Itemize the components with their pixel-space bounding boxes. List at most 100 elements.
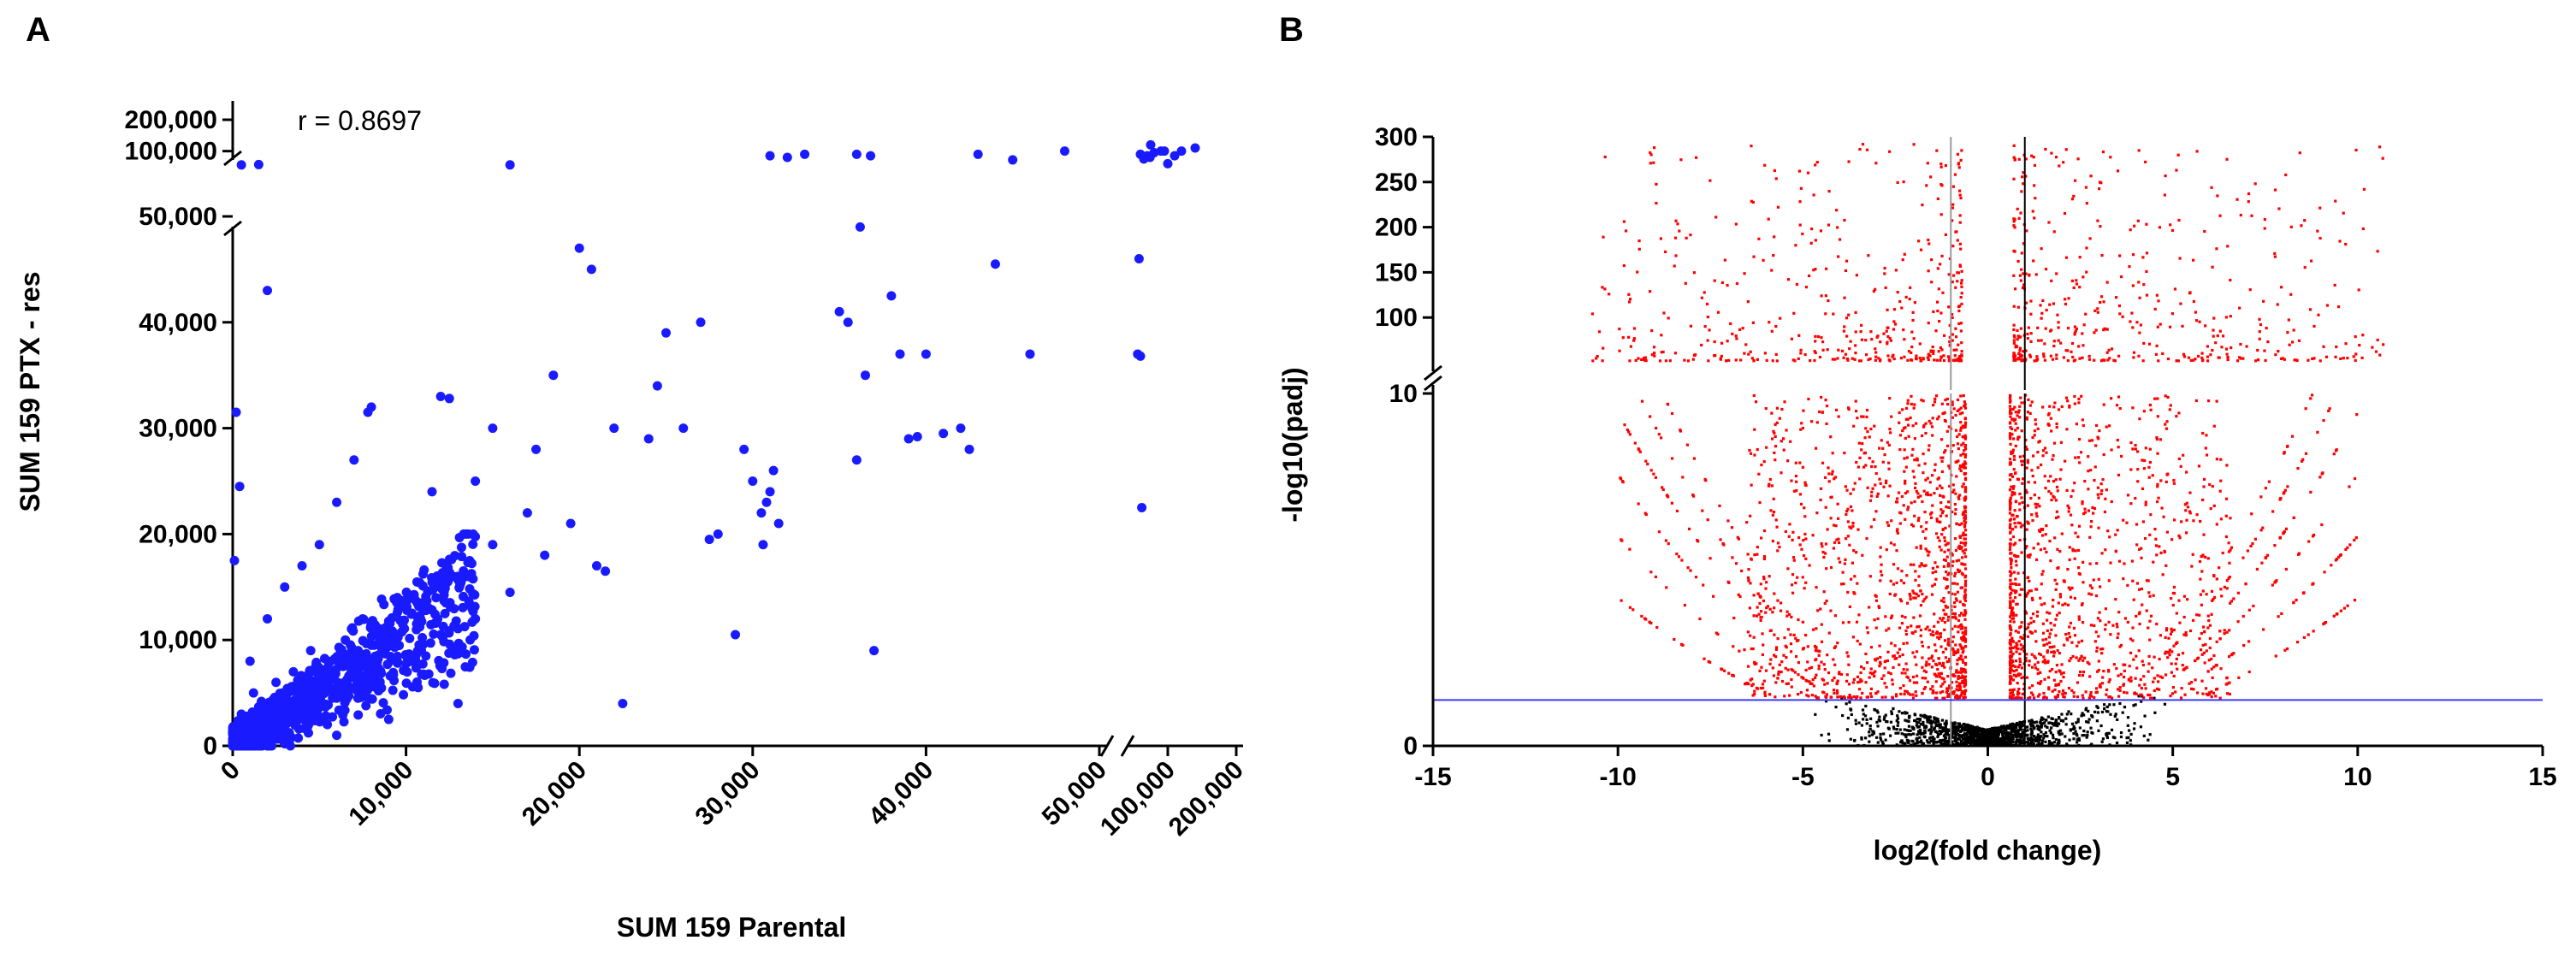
panel-b-data-point [2159, 479, 2163, 482]
panel-b-data-point [2007, 736, 2010, 739]
panel-b-data-point [1962, 646, 1965, 650]
panel-b-data-point [1971, 727, 1975, 730]
panel-b-data-point [1825, 422, 1828, 426]
panel-b-data-point [2168, 408, 2171, 411]
panel-b-data-point [2212, 665, 2216, 669]
panel-b-data-point [2336, 557, 2339, 561]
panel-b-data-point [1945, 397, 1949, 401]
panel-b-data-point [2353, 538, 2356, 542]
panel-b-data-point [1999, 727, 2003, 730]
panel-b-data-point [1918, 614, 1922, 618]
panel-b-data-point [1780, 440, 1783, 443]
panel-b-data-point [1962, 734, 1966, 737]
panel-b-data-point [2014, 559, 2018, 563]
panel-b-data-point [2129, 502, 2133, 506]
panel-b-data-point [2133, 722, 2136, 725]
panel-b-data-point [2109, 633, 2112, 636]
panel-b-data-point [2006, 737, 2010, 741]
panel-a-data-point [341, 692, 352, 702]
panel-b-data-point [1928, 716, 1932, 719]
panel-b-data-point [1920, 562, 1923, 565]
panel-b-data-point [2135, 523, 2139, 526]
panel-b-data-point [1895, 500, 1899, 504]
panel-b-data-point [1814, 713, 1817, 716]
panel-b-data-point [1922, 742, 1925, 746]
panel-b-data-point [2170, 692, 2175, 695]
panel-b-data-point [1862, 415, 1865, 418]
panel-b-data-point [1868, 606, 1871, 609]
panel-b-data-point [1943, 411, 1946, 415]
panel-b-data-point [1958, 494, 1962, 497]
panel-b-data-point [1913, 437, 1917, 441]
panel-b-data-point [1829, 435, 1833, 439]
panel-b-data-point [2042, 733, 2046, 736]
panel-b-data-point [2090, 519, 2093, 523]
panel-b-data-point [1860, 679, 1863, 683]
panel-b-data-point [2010, 690, 2015, 694]
panel-b-data-point [1831, 678, 1834, 683]
panel-b-data-point [2090, 593, 2093, 596]
panel-b-data-point [2036, 737, 2040, 741]
panel-b-data-point [2094, 687, 2099, 690]
panel-b-data-point [1993, 739, 1998, 742]
panel-b-data-point [2143, 714, 2147, 718]
panel-b-data-point [2051, 605, 2055, 608]
panel-b-data-point [2015, 589, 2018, 593]
panel-b-data-point [1869, 695, 1874, 699]
panel-b-data-point [1963, 460, 1967, 464]
panel-b-data-point [2097, 659, 2100, 663]
panel-b-data-point [2125, 691, 2129, 695]
panel-b-data-point [2081, 500, 2084, 504]
panel-b-data-point [2014, 471, 2017, 475]
panel-b-data-point [1904, 417, 1908, 421]
panel-b-data-point [1963, 645, 1968, 648]
panel-b-data-point [1869, 427, 1873, 431]
panel-b-data-point [2008, 570, 2012, 573]
panel-b-data-point [1988, 740, 1992, 743]
panel-b-data-point [2008, 548, 2012, 552]
panel-b-data-point [1962, 649, 1965, 653]
panel-b-data-point [1939, 739, 1942, 742]
panel-b-data-point [2009, 523, 2012, 526]
panel-b-data-point [2174, 662, 2177, 665]
panel-a-data-point [332, 730, 342, 741]
panel-b-data-point [1844, 485, 1847, 488]
panel-b-data-point [1772, 674, 1776, 677]
panel-b-data-point [2022, 459, 2026, 463]
panel-b-data-point [2033, 434, 2036, 437]
panel-b-data-point [2036, 668, 2040, 671]
panel-b-data-point [1772, 429, 1775, 433]
panel-b-data-point [2148, 693, 2152, 697]
panel-a-data-point [964, 444, 974, 454]
panel-b-data-point [1930, 593, 1934, 596]
panel-b-data-point [2017, 582, 2021, 587]
panel-b-data-point [2010, 613, 2013, 617]
panel-b-ylabel: -log10(padj) [1277, 367, 1308, 522]
panel-b-data-point [2008, 405, 2012, 408]
panel-b-data-point [1901, 408, 1904, 411]
panel-b-data-point [2012, 468, 2016, 471]
panel-b-data-point [2020, 666, 2023, 670]
panel-b-data-point [1904, 436, 1907, 441]
panel-b-data-point [2010, 636, 2014, 640]
panel-b-data-point [2032, 724, 2035, 728]
panel-b-data-point [1963, 466, 1967, 470]
panel-b-data-point [2076, 681, 2080, 684]
panel-b-data-point [2018, 538, 2022, 542]
panel-b-data-point [2036, 450, 2040, 454]
panel-b-data-point [2157, 496, 2160, 500]
panel-b-data-point [1753, 453, 1756, 457]
panel-b-data-point [1805, 694, 1809, 697]
panel-b-data-point [2009, 601, 2012, 605]
panel-b-data-point [1850, 526, 1853, 530]
panel-b-data-point [2096, 435, 2099, 439]
panel-b-data-point [2016, 437, 2020, 441]
panel-b-data-point [1904, 718, 1907, 722]
panel-b-data-point [2018, 455, 2022, 458]
panel-b-data-point [2107, 620, 2111, 624]
panel-b-data-point [1938, 545, 1941, 549]
panel-b-data-point [1749, 678, 1752, 682]
panel-b-data-point [2154, 544, 2159, 547]
panel-b-data-point [1954, 734, 1957, 737]
panel-b-data-point [1897, 721, 1900, 724]
